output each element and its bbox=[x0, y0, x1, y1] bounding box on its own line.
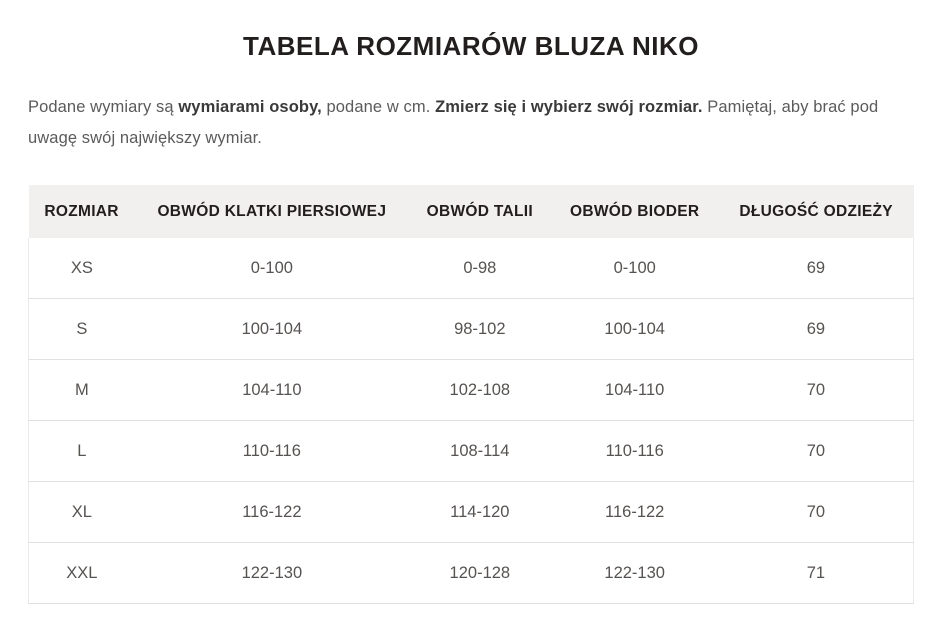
length-cell: 69 bbox=[718, 298, 914, 360]
size-label-cell: L bbox=[28, 420, 135, 482]
hips-cell: 122-130 bbox=[550, 542, 719, 604]
size-label-cell: XXL bbox=[28, 542, 135, 604]
size-label-cell: XS bbox=[28, 238, 135, 299]
hips-cell: 116-122 bbox=[550, 481, 719, 543]
column-header-dlugosc-odziezy: DŁUGOŚĆ ODZIEŻY bbox=[718, 185, 914, 238]
hips-cell: 104-110 bbox=[550, 359, 719, 421]
table-header-row: ROZMIAR OBWÓD KLATKI PIERSIOWEJ OBWÓD TA… bbox=[28, 185, 914, 238]
table-row-xxl: XXL 122-130 120-128 122-130 71 bbox=[28, 542, 914, 604]
hips-cell: 0-100 bbox=[550, 238, 719, 299]
chest-cell: 116-122 bbox=[134, 481, 410, 543]
size-table: ROZMIAR OBWÓD KLATKI PIERSIOWEJ OBWÓD TA… bbox=[28, 185, 914, 604]
waist-cell: 114-120 bbox=[409, 481, 551, 543]
intro-segment-bold: wymiarami osoby, bbox=[178, 98, 322, 116]
length-cell: 70 bbox=[718, 481, 914, 543]
length-cell: 70 bbox=[718, 420, 914, 482]
column-header-rozmiar: ROZMIAR bbox=[28, 185, 135, 238]
column-header-obwod-bioder: OBWÓD BIODER bbox=[550, 185, 719, 238]
size-label-cell: M bbox=[28, 359, 135, 421]
waist-cell: 0-98 bbox=[409, 238, 551, 299]
column-header-obwod-klatki-piersiowej: OBWÓD KLATKI PIERSIOWEJ bbox=[134, 185, 410, 238]
chest-cell: 122-130 bbox=[134, 542, 410, 604]
waist-cell: 120-128 bbox=[409, 542, 551, 604]
length-cell: 69 bbox=[718, 238, 914, 299]
waist-cell: 102-108 bbox=[409, 359, 551, 421]
hips-cell: 110-116 bbox=[550, 420, 719, 482]
intro-segment-bold: Zmierz się i wybierz swój rozmiar. bbox=[435, 98, 703, 116]
chest-cell: 110-116 bbox=[134, 420, 410, 482]
table-row-l: L 110-116 108-114 110-116 70 bbox=[28, 420, 914, 482]
column-header-obwod-talii: OBWÓD TALII bbox=[409, 185, 551, 238]
chest-cell: 0-100 bbox=[134, 238, 410, 299]
intro-segment: Pamiętaj, aby brać pod uwagę swój najwię… bbox=[28, 98, 879, 147]
chest-cell: 104-110 bbox=[134, 359, 410, 421]
length-cell: 71 bbox=[718, 542, 914, 604]
length-cell: 70 bbox=[718, 359, 914, 421]
waist-cell: 98-102 bbox=[409, 298, 551, 360]
table-row-m: M 104-110 102-108 104-110 70 bbox=[28, 359, 914, 421]
table-row-xl: XL 116-122 114-120 116-122 70 bbox=[28, 481, 914, 543]
hips-cell: 100-104 bbox=[550, 298, 719, 360]
table-row-s: S 100-104 98-102 100-104 69 bbox=[28, 298, 914, 360]
waist-cell: 108-114 bbox=[409, 420, 551, 482]
size-label-cell: S bbox=[28, 298, 135, 360]
chest-cell: 100-104 bbox=[134, 298, 410, 360]
page-title: TABELA ROZMIARÓW BLUZA NIKO bbox=[243, 31, 699, 61]
intro-segment: Podane wymiary są bbox=[28, 98, 179, 116]
intro-segment: podane w cm. bbox=[321, 98, 436, 116]
intro-text: Podane wymiary są wymiarami osoby, podan… bbox=[28, 92, 914, 154]
size-label-cell: XL bbox=[28, 481, 135, 543]
table-row-xs: XS 0-100 0-98 0-100 69 bbox=[28, 238, 914, 299]
